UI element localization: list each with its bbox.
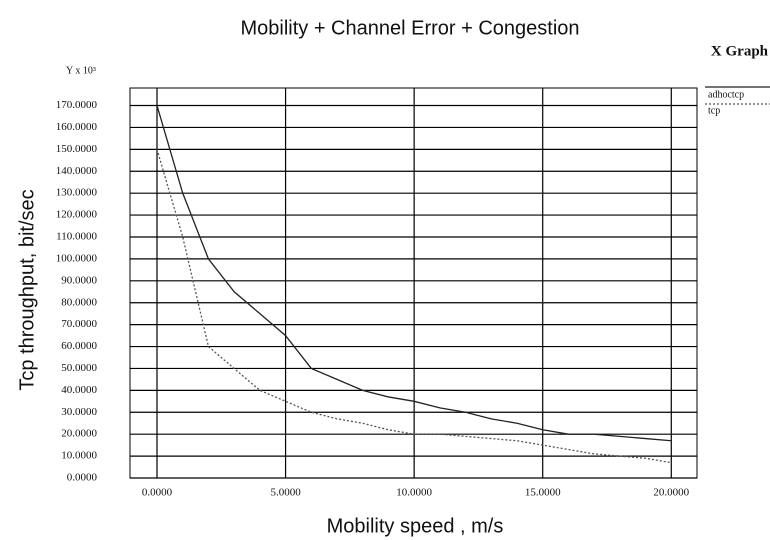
y-tick-label: 140.0000 [56,165,98,177]
x-tick-label: 20.0000 [653,487,689,499]
legend-label: adhoctcp [708,89,744,100]
y-tick-label: 100.0000 [56,252,98,264]
y-tick-label: 20.0000 [61,428,97,440]
x-tick-label: 10.0000 [396,487,432,499]
y-tick-label: 60.0000 [61,340,97,352]
x-tick-label: 5.0000 [270,487,301,499]
y-tick-label: 160.0000 [56,121,98,133]
y-axis-label: Tcp throughput, bit/sec [16,189,38,390]
y-tick-label: 80.0000 [61,296,97,308]
series-line [156,149,672,464]
y-tick-label: 110.0000 [56,231,97,243]
y-tick-label: 130.0000 [56,187,98,199]
x-axis-label: Mobility speed , m/s [327,515,504,537]
y-tick-label: 50.0000 [61,362,97,374]
window-title: X Graph [711,43,769,59]
y-tick-label: 30.0000 [61,406,97,418]
series-line [156,105,672,442]
y-tick-label: 0.0000 [67,472,98,484]
y-tick-label: 150.0000 [56,143,98,155]
legend-label: tcp [708,105,720,116]
y-tick-label: 70.0000 [61,318,97,330]
y-tick-label: 10.0000 [61,450,97,462]
y-tick-label: 120.0000 [56,209,98,221]
y-tick-label: 170.0000 [56,99,98,111]
y-unit: Y x 10³ [66,65,96,76]
x-tick-label: 15.0000 [525,487,561,499]
y-tick-label: 40.0000 [61,384,97,396]
chart-title: Mobility + Channel Error + Congestion [240,17,579,39]
y-tick-label: 90.0000 [61,274,97,286]
x-tick-label: 0.0000 [142,487,173,499]
